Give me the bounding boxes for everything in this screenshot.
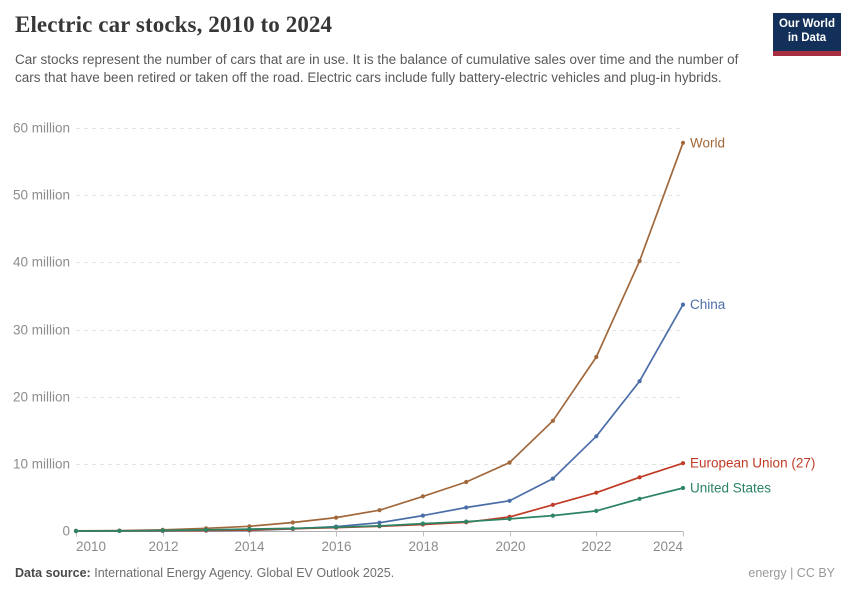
- data-point-world: [507, 460, 512, 465]
- data-point-united-states: [594, 508, 599, 513]
- data-point-world: [377, 508, 382, 513]
- x-axis-label-2010: 2010: [76, 539, 106, 554]
- data-point-united-states: [637, 496, 642, 501]
- owid-logo-line1: Our World: [778, 18, 835, 30]
- license-link[interactable]: energy | CC BY: [748, 566, 835, 580]
- data-point-european-union-27: [680, 461, 686, 466]
- data-point-united-states: [464, 519, 469, 524]
- x-axis-label-2018: 2018: [408, 539, 438, 554]
- data-point-united-states: [247, 527, 252, 532]
- series-label-world[interactable]: World: [690, 135, 725, 150]
- x-axis-label-2022: 2022: [581, 539, 611, 554]
- series-label-european-union-27[interactable]: European Union (27): [690, 456, 815, 471]
- data-point-united-states: [160, 528, 165, 533]
- y-axis-label-20: 20 million: [13, 390, 70, 405]
- data-point-china: [550, 476, 556, 481]
- data-point-china: [507, 498, 512, 503]
- y-axis-label-30: 30 million: [13, 323, 70, 338]
- data-point-china: [680, 302, 686, 307]
- data-point-china: [464, 505, 469, 510]
- y-axis-label-50: 50 million: [13, 188, 70, 203]
- y-axis-label-0: 0: [62, 524, 70, 539]
- data-point-european-union-27: [550, 502, 556, 507]
- data-point-world: [464, 479, 469, 485]
- owid-logo-line2: in Data: [787, 32, 827, 45]
- data-point-united-states: [73, 528, 79, 534]
- data-point-world: [680, 140, 686, 145]
- x-axis-label-2024: 2024: [653, 539, 684, 554]
- data-source-label: Data source:: [15, 566, 91, 580]
- series-line-china[interactable]: [75, 303, 684, 532]
- data-point-european-union-27: [594, 490, 599, 495]
- x-axis-label-2020: 2020: [495, 539, 525, 554]
- owid-logo[interactable]: Our World in Data: [773, 13, 841, 56]
- x-axis-label-2016: 2016: [321, 539, 351, 554]
- data-point-world: [290, 520, 295, 525]
- data-point-world: [420, 494, 425, 499]
- data-point-united-states: [680, 485, 686, 491]
- data-point-united-states: [507, 516, 512, 522]
- series-label-china[interactable]: China: [690, 297, 726, 312]
- data-point-china: [594, 434, 599, 439]
- page-title: Electric car stocks, 2010 to 2024: [15, 12, 333, 37]
- y-axis-label-60: 60 million: [13, 121, 70, 136]
- data-point-united-states: [204, 527, 209, 533]
- data-point-world: [637, 258, 642, 264]
- data-source: Data source: International Energy Agency…: [15, 566, 394, 580]
- data-point-united-states: [334, 525, 339, 530]
- data-point-united-states: [377, 523, 382, 529]
- data-point-world: [550, 418, 556, 423]
- data-point-european-union-27: [637, 475, 642, 480]
- x-axis-label-2012: 2012: [148, 539, 178, 554]
- data-point-china: [637, 379, 642, 384]
- data-point-world: [594, 354, 599, 360]
- x-axis-label-2014: 2014: [234, 539, 265, 554]
- data-point-china: [420, 513, 425, 518]
- data-point-united-states: [550, 513, 556, 518]
- series-line-world[interactable]: [75, 141, 684, 532]
- y-axis-label-40: 40 million: [13, 255, 70, 270]
- series-label-united-states[interactable]: United States: [690, 481, 771, 496]
- y-axis-label-10: 10 million: [13, 457, 70, 472]
- data-point-united-states: [290, 526, 295, 531]
- chart-subtitle: Car stocks represent the number of cars …: [15, 52, 739, 85]
- data-point-united-states: [117, 528, 122, 534]
- data-source-text: International Energy Agency. Global EV O…: [94, 566, 395, 580]
- data-point-china: [377, 520, 382, 525]
- data-point-world: [334, 515, 339, 520]
- chart-footer: Data source: International Energy Agency…: [15, 566, 835, 580]
- data-point-united-states: [420, 521, 425, 526]
